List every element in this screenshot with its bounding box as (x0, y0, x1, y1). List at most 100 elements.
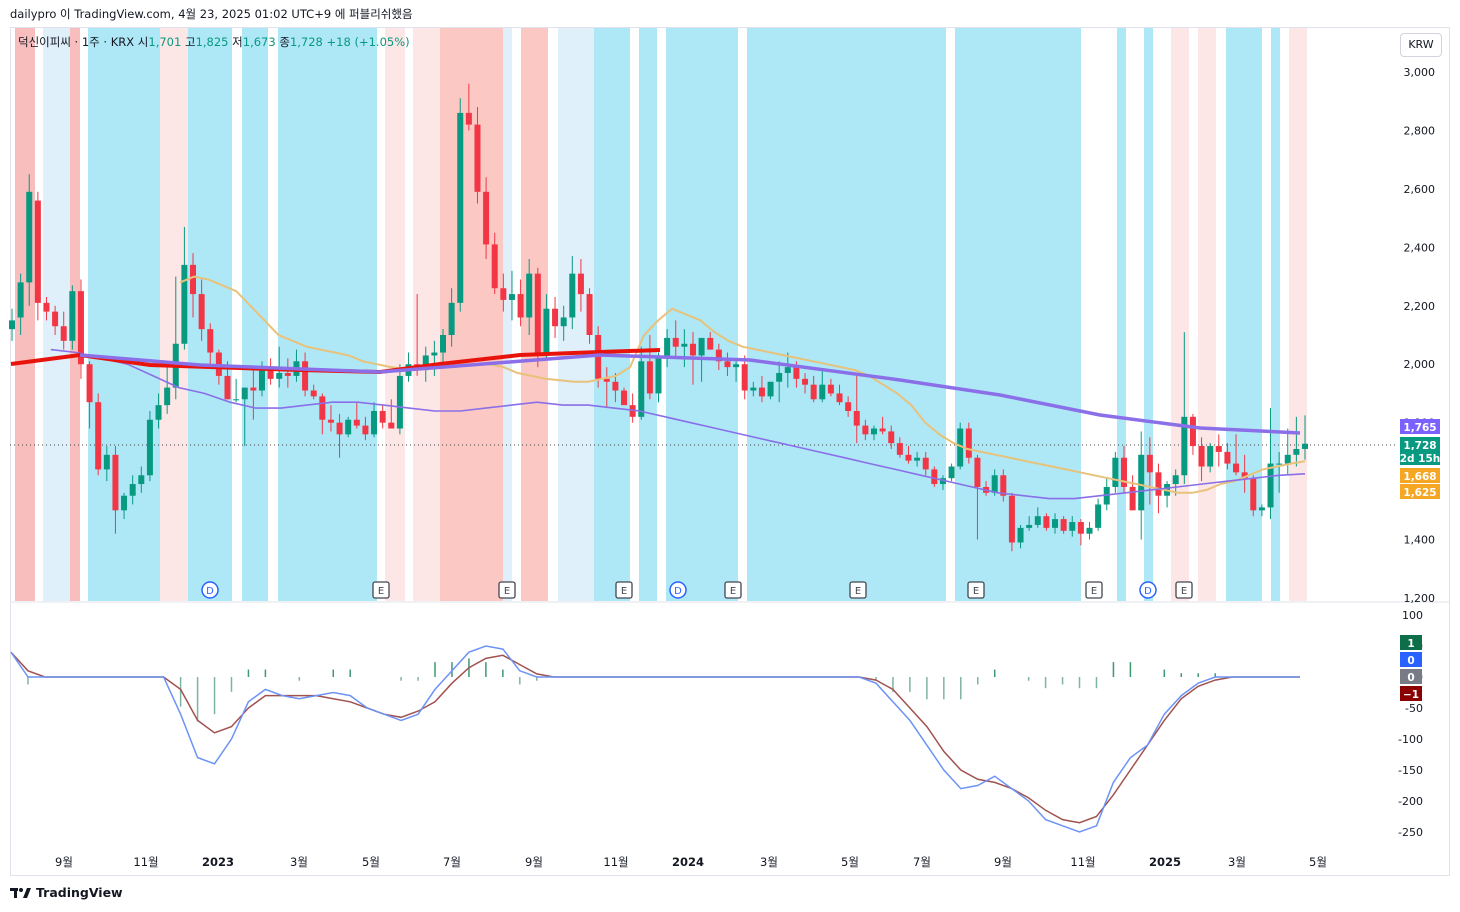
candle-body (345, 419, 352, 435)
candle-body (422, 355, 429, 371)
candle-body (483, 191, 490, 245)
price-y-axis: 3,0002,8002,6002,4002,2002,0001,8001,400… (1404, 66, 1436, 605)
candle-body (353, 419, 360, 426)
time-tick-label: 11월 (133, 855, 158, 869)
candle-body (267, 367, 274, 379)
macd-axis-label-bg (1400, 669, 1422, 684)
candle-body (302, 361, 309, 391)
candle-body (1224, 451, 1231, 464)
candle-body (121, 495, 128, 511)
price-axis-label-bg (1400, 437, 1440, 452)
candle-body (198, 294, 205, 330)
candle-body (603, 378, 610, 382)
earnings-marker (372, 581, 390, 599)
candle-body (552, 308, 559, 327)
macd-tick-label: -100 (1398, 733, 1423, 746)
candle-body (190, 264, 197, 295)
earnings-marker-label: E (504, 586, 510, 597)
candle-body (836, 393, 843, 403)
candle-body (1052, 519, 1059, 528)
candle-body (715, 349, 722, 362)
candle-body (534, 273, 541, 353)
price-axis-label-bg (1400, 484, 1440, 499)
tradingview-logo-icon (10, 887, 31, 898)
candle-body (1293, 448, 1300, 455)
regime-band (242, 28, 268, 601)
macd-axis-label-text: −1 (1403, 689, 1419, 701)
price-tick-label: 3,000 (1404, 66, 1436, 79)
macd-axis-label: 1 (1400, 635, 1422, 650)
candle-body (500, 288, 507, 300)
candle-body (164, 387, 171, 406)
candle-body (310, 390, 317, 397)
macd-axis-label-text: 1 (1407, 638, 1414, 650)
chart-frame[interactable] (10, 27, 1450, 876)
candle-body (681, 343, 688, 347)
macd-axis-label-bg (1400, 635, 1422, 650)
dividend-marker-label: D (674, 586, 682, 597)
dividend-marker-label: D (1144, 586, 1152, 597)
candle-body (17, 282, 24, 318)
long-ma-purple-line (79, 353, 1301, 435)
candle-body (733, 364, 740, 368)
candle-body (1112, 457, 1119, 487)
candle-body (465, 112, 472, 125)
time-tick-label: 11월 (1070, 855, 1095, 869)
candle-body (103, 454, 110, 470)
candle-body (569, 273, 576, 318)
candle-body (60, 326, 67, 341)
regime-band (1289, 28, 1307, 601)
candle-body (776, 372, 783, 382)
candle-body (431, 352, 438, 356)
macd-axis-label: 0 (1400, 669, 1422, 684)
time-tick-label: 3월 (760, 855, 778, 869)
candle-body (526, 273, 533, 318)
regime-band (1226, 28, 1262, 601)
candle-body (724, 361, 731, 368)
regime-band (188, 28, 232, 601)
time-tick-label: 2025 (1149, 855, 1181, 869)
candle-body (319, 396, 326, 420)
candle-body (767, 381, 774, 397)
candle-body (1302, 443, 1308, 449)
candle-body (1267, 463, 1274, 508)
moving-average-line (50, 348, 1306, 500)
price-axis-label-text: 2d 15h (1400, 453, 1441, 465)
footer-brand[interactable]: TradingView (10, 885, 123, 900)
earnings-marker-label: E (730, 586, 736, 597)
price-axis-label-text: 1,728 (1403, 440, 1436, 452)
time-tick-label: 7월 (443, 855, 461, 869)
time-tick-label: 5월 (841, 855, 859, 869)
macd-axis-label-bg (1400, 686, 1422, 701)
time-tick-label: 3월 (290, 855, 308, 869)
candle-body (95, 402, 102, 470)
close-label: 종 (279, 35, 290, 49)
currency-button[interactable]: KRW (1400, 33, 1442, 57)
candles (9, 83, 1308, 552)
candle-body (957, 428, 964, 467)
candle-body (1034, 516, 1041, 525)
candle-body (621, 390, 628, 406)
candle-body (741, 364, 748, 391)
candle-body (362, 425, 369, 435)
candle-body (155, 405, 162, 420)
regime-band (747, 28, 946, 601)
time-tick-label: 9월 (525, 855, 543, 869)
macd-tick-label: 100 (1402, 609, 1423, 622)
candle-body (224, 375, 231, 400)
candle-body (698, 337, 705, 356)
candle-body (388, 422, 395, 429)
candle-body (1077, 522, 1084, 534)
symbol-name[interactable]: 덕신이피씨 · 1주 · KRX (18, 35, 135, 49)
earnings-marker (967, 581, 985, 599)
macd-histogram (27, 658, 1216, 722)
earnings-marker-label: E (378, 586, 384, 597)
regime-band (955, 28, 1081, 601)
price-tick-label: 2,200 (1404, 300, 1436, 313)
candle-body (827, 384, 834, 394)
candle-body (655, 355, 662, 394)
regime-band (385, 28, 405, 601)
regime-band (15, 28, 35, 601)
price-tick-label: 2,800 (1404, 124, 1436, 137)
